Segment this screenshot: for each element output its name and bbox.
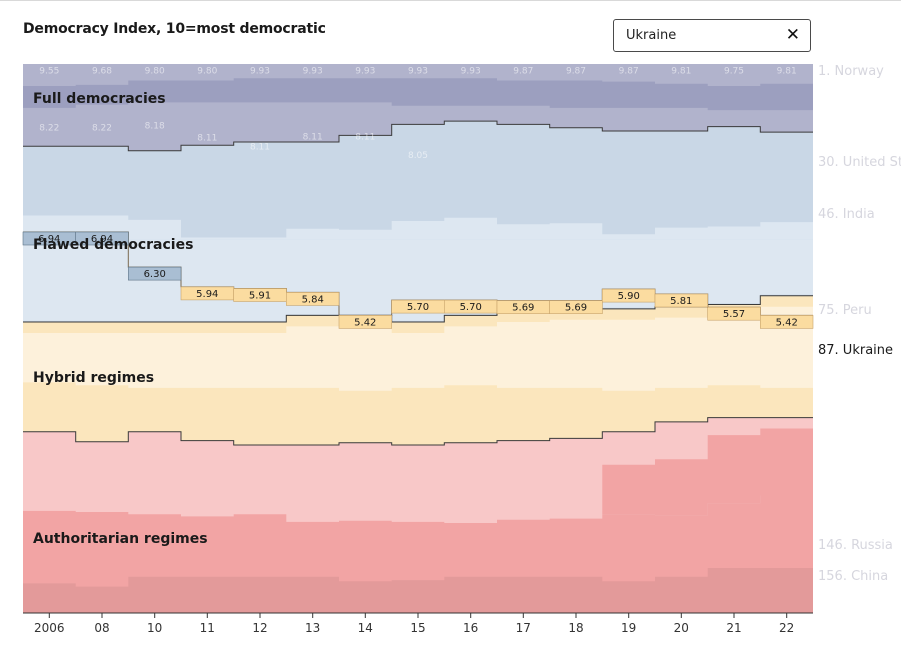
ukraine-rank-label: 87. Ukraine [818,343,893,358]
x-tick-label: 21 [726,621,741,635]
search-value: Ukraine [626,28,677,43]
ukraine-value-box [707,306,761,321]
norway-value-label: 9.81 [671,67,691,77]
regime-label: Authoritarian regimes [33,531,208,547]
x-tick-label: 2006 [34,621,65,635]
x-tick-label: 19 [621,621,636,635]
ukraine-value-label: 5.57 [723,309,745,320]
ukraine-value-box [75,231,129,246]
ukraine-value-label: 5.84 [302,294,324,305]
x-tick-label: 20 [674,621,689,635]
ukraine-value-label: 5.70 [407,302,429,313]
x-tick-label: 13 [305,621,320,635]
chart-title: Democracy Index, 10=most democratic [23,21,326,37]
x-tick-label: 18 [568,621,583,635]
regime-label: Hybrid regimes [33,370,154,386]
norway-value-label: 9.93 [408,67,428,77]
country-label: 146. Russia [818,538,893,553]
full-dark-band [23,78,813,111]
norway-value-label: 9.93 [355,67,375,77]
x-tick-label: 16 [463,621,478,635]
value-label-row-8: 8.11 [355,132,375,142]
norway-value-label: 9.93 [461,67,481,77]
norway-value-label: 9.55 [39,67,59,77]
x-tick-label: 15 [410,621,425,635]
country-label: 156. China [818,569,888,584]
value-label-row-8: 8.11 [250,142,270,152]
ukraine-value-label: 5.81 [670,296,692,307]
x-tick-label: 08 [94,621,109,635]
ukraine-value-box [759,315,814,329]
top-rule [0,0,901,1]
full-flawed-boundary [23,120,813,152]
norway-value-label: 9.87 [566,67,586,77]
value-label-row-8: 8.22 [39,124,59,134]
country-label: 75. Peru [818,303,872,318]
ukraine-value-label: 5.42 [776,317,798,328]
regime-label: Flawed democracies [33,237,193,253]
regime-label: Full democracies [33,91,166,107]
norway-value-label: 9.81 [777,67,797,77]
ukraine-value-box [338,315,393,329]
ukraine-value-box [285,292,340,306]
auth-darker-band [23,568,813,613]
auth-dark-band-2 [23,428,813,523]
country-label: 30. United Sta [818,155,901,170]
x-tick-label: 12 [252,621,267,635]
flawed-light-band-2 [23,215,813,240]
ukraine-value-label: 5.69 [565,303,587,314]
ukraine-value-label: 5.69 [512,303,534,314]
country-search-input[interactable]: Ukraine ✕ [613,19,811,52]
ukraine-value-box [654,293,709,308]
x-tick-label: 14 [358,621,373,635]
ukraine-value-label: 6.94 [38,234,60,245]
ukraine-value-box [549,300,603,314]
ukraine-value-label: 5.94 [196,289,218,300]
x-tick-label: 17 [516,621,531,635]
x-tick-label: 10 [147,621,162,635]
hybrid-light-band [23,306,813,391]
ukraine-value-label: 5.90 [618,291,640,302]
norway-value-label: 9.87 [619,67,639,77]
norway-value-label: 9.80 [145,67,165,77]
ukraine-value-label: 5.42 [354,317,376,328]
hybrid-auth-boundary [23,417,813,446]
x-tick-label: 11 [200,621,215,635]
ukraine-value-label: 6.30 [144,269,166,280]
country-label: 1. Norway [818,64,884,79]
ukraine-value-box [128,266,182,281]
norway-value-label: 9.93 [303,67,323,77]
value-label-row-8: 8.05 [408,151,428,161]
value-label-row-8: 8.18 [145,121,165,131]
ukraine-value-label: 5.70 [460,302,482,313]
ukraine-value-label: 5.91 [249,291,271,302]
ukraine-value-label: 6.94 [91,234,113,245]
norway-value-label: 9.80 [197,67,217,77]
norway-value-label: 9.68 [92,67,112,77]
norway-value-label: 9.75 [724,67,744,77]
country-label: 46. India [818,207,875,222]
close-icon[interactable]: ✕ [785,25,800,45]
value-label-row-8: 8.22 [92,124,112,134]
norway-value-label: 9.87 [513,67,533,77]
x-tick-label: 22 [779,621,794,635]
value-label-row-8: 8.11 [303,132,323,142]
value-label-row-8: 8.11 [197,134,217,144]
norway-value-label: 9.93 [250,67,270,77]
